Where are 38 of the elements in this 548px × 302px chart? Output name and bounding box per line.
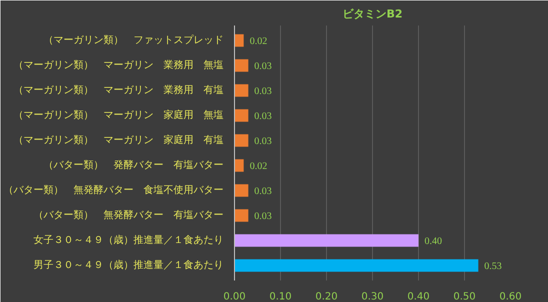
y-tick-label: 男子３０～４９（歳）推進量／１食あたり — [34, 259, 224, 271]
y-tick-label: （マーガリン類） マーガリン 業務用 有塩 — [14, 84, 224, 96]
bar — [234, 209, 248, 222]
bar — [234, 84, 248, 97]
data-label: 0.03 — [254, 186, 272, 197]
text: 0.20 — [315, 292, 338, 302]
bar — [234, 234, 418, 247]
bar — [234, 259, 478, 272]
y-tick-label: 女子３０～４９（歳）推進量／１食あたり — [34, 234, 224, 246]
text: 0.40 — [407, 292, 430, 302]
data-label: 0.03 — [254, 86, 272, 97]
data-label: 0.03 — [254, 61, 272, 72]
data-label: 0.40 — [424, 236, 442, 247]
text: 0.00 — [223, 292, 246, 302]
text: 0.50 — [453, 292, 476, 302]
y-tick-label: （マーガリン類） マーガリン 家庭用 無塩 — [14, 109, 224, 121]
bar — [234, 109, 248, 122]
y-tick-label: （バター類） 無発酵バター 食塩不使用バター — [4, 184, 224, 196]
y-tick-label: （マーガリン類） ファットスプレッド — [44, 34, 224, 46]
y-tick-label: （マーガリン類） マーガリン 業務用 無塩 — [14, 59, 224, 71]
text: 0.10 — [269, 292, 292, 302]
chart-title: ビタミンB2 — [342, 8, 403, 20]
y-tick-label: （マーガリン類） マーガリン 家庭用 有塩 — [14, 134, 224, 146]
data-label: 0.02 — [250, 36, 268, 47]
y-tick-label: （バター類） 無発酵バター 有塩バター — [34, 209, 224, 221]
text: 0.60 — [499, 292, 522, 302]
text: 0.30 — [361, 292, 384, 302]
bar — [234, 134, 248, 147]
data-label: 0.53 — [484, 261, 502, 272]
data-label: 0.03 — [254, 111, 272, 122]
bar — [234, 34, 244, 47]
bar — [234, 159, 244, 172]
data-label: 0.02 — [250, 161, 268, 172]
bar — [234, 184, 248, 197]
data-label: 0.03 — [254, 136, 272, 147]
y-tick-label: （バター類） 発酵バター 有塩バター — [44, 159, 224, 171]
data-label: 0.03 — [254, 211, 272, 222]
bar — [234, 59, 248, 72]
